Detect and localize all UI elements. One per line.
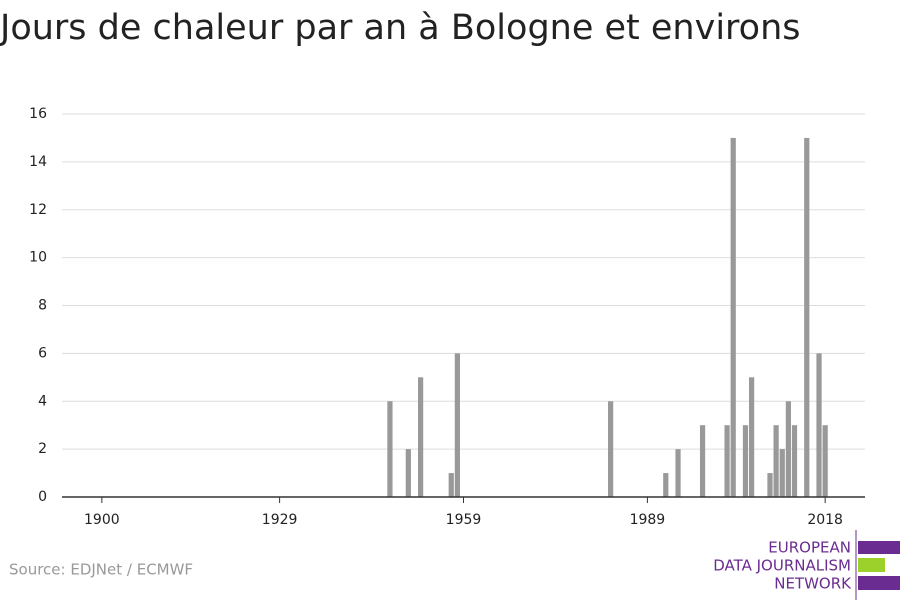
bar	[791, 425, 798, 497]
bar	[724, 425, 730, 497]
bar	[785, 401, 791, 497]
logo-bar	[858, 576, 900, 590]
bar	[773, 425, 779, 497]
bar	[816, 353, 822, 497]
y-tick-label: 10	[29, 250, 47, 266]
bar	[748, 377, 755, 497]
y-tick-label: 8	[38, 298, 47, 314]
x-tick-label: 1929	[262, 512, 298, 528]
bar	[699, 425, 706, 497]
y-tick-label: 0	[38, 489, 47, 505]
bar	[608, 401, 614, 497]
bar	[730, 137, 736, 497]
bar	[454, 353, 460, 497]
bar	[675, 449, 681, 497]
logo-text: DATA JOURNALISM	[713, 557, 851, 575]
x-tick-label: 1959	[446, 512, 482, 528]
bar	[387, 401, 393, 497]
logo-text: EUROPEAN	[768, 539, 851, 557]
bar	[767, 473, 773, 497]
x-tick-label: 1900	[84, 512, 120, 528]
logo-text: NETWORK	[774, 575, 852, 593]
source: Source: EDJNet / ECMWF	[9, 561, 193, 579]
y-tick-label: 2	[38, 441, 47, 457]
y-tick-label: 12	[29, 202, 47, 218]
logo-bar	[858, 558, 885, 572]
bar	[405, 449, 411, 497]
x-tick-label: 2018	[807, 512, 843, 528]
bar	[822, 425, 828, 497]
bar	[417, 377, 424, 497]
y-tick-label: 14	[29, 154, 47, 170]
y-tick-label: 4	[38, 393, 47, 409]
logo-bar	[858, 541, 900, 554]
bar	[779, 449, 785, 497]
bar	[742, 425, 749, 497]
bar	[804, 137, 810, 497]
y-tick-label: 16	[29, 106, 47, 122]
bar	[663, 473, 669, 497]
y-tick-label: 6	[38, 345, 47, 361]
chart-title: Jours de chaleur par an à Bologne et env…	[0, 8, 801, 48]
x-tick-label: 1989	[630, 512, 666, 528]
bar	[448, 473, 454, 497]
